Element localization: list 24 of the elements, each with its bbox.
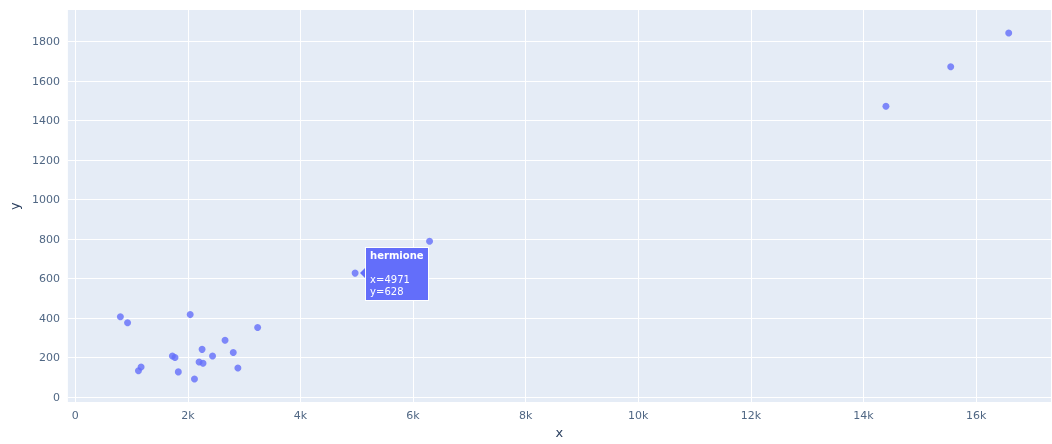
x-tick-label: 14k: [853, 409, 875, 423]
y-tick-label: 1800: [31, 35, 60, 49]
y-tick-label: 1000: [31, 193, 60, 207]
y-tick-label: 1600: [31, 74, 60, 88]
y-tick-label: 1400: [31, 114, 60, 128]
x-tick-label: 0: [71, 409, 79, 423]
x-tick-label: 10k: [628, 409, 650, 423]
y-tick-label: 800: [38, 232, 60, 246]
annotation: hermione: [370, 250, 424, 263]
annotation: y=628: [370, 286, 405, 299]
y-axis-title: y: [7, 201, 22, 210]
x-tick-label: 2k: [181, 409, 196, 423]
x-tick-label: 6k: [406, 409, 421, 423]
y-tick-label: 1200: [31, 153, 60, 167]
x-axis-title: x: [555, 425, 564, 440]
y-tick-label: 600: [38, 272, 60, 286]
y-tick-label: 400: [38, 311, 60, 325]
x-tick-label: 4k: [293, 409, 308, 423]
y-tick-label: 0: [52, 390, 60, 404]
annotation: x=4971: [370, 274, 411, 287]
y-tick-label: 200: [38, 351, 60, 365]
x-tick-label: 12k: [740, 409, 762, 423]
x-tick-label: 8k: [518, 409, 533, 423]
x-tick-label: 16k: [965, 409, 987, 423]
